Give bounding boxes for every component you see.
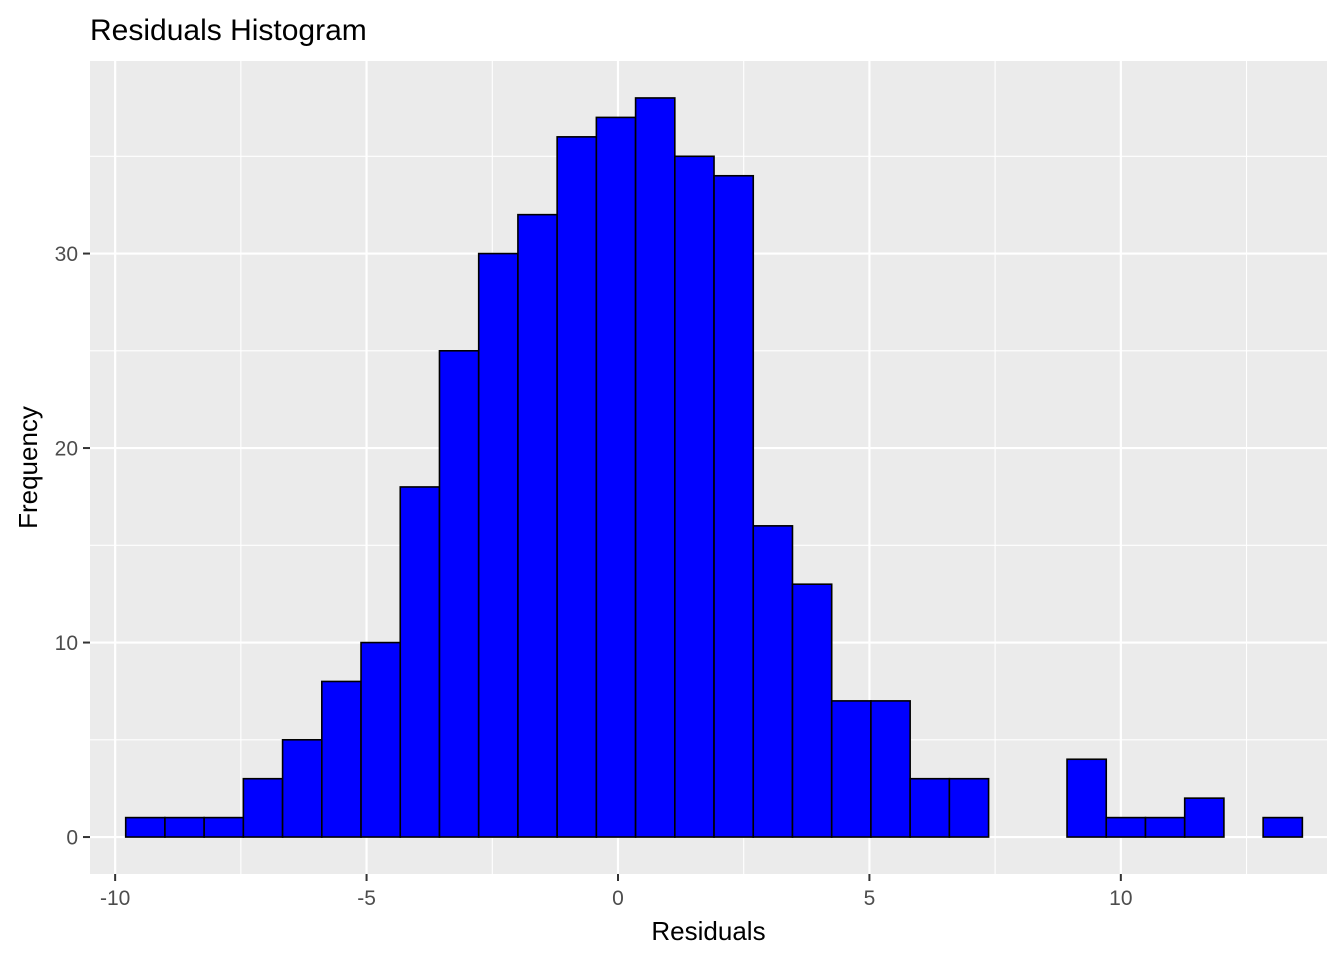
histogram-bar <box>164 816 205 838</box>
y-tick-label: 0 <box>66 827 78 850</box>
histogram-bar <box>438 350 480 838</box>
histogram-bar <box>203 816 245 838</box>
histogram-bar <box>674 155 715 838</box>
x-tick-label: 0 <box>612 887 624 910</box>
y-tick-label: 30 <box>55 243 78 266</box>
histogram-bar <box>1105 816 1147 838</box>
x-tick-label: 5 <box>864 887 876 910</box>
chart-title: Residuals Histogram <box>90 14 367 47</box>
histogram-bar <box>1183 797 1225 838</box>
x-axis-title: Residuals <box>651 916 765 946</box>
histogram-bar <box>791 583 833 838</box>
histogram-bar <box>242 777 284 838</box>
histogram-bar <box>830 700 872 838</box>
histogram-bar <box>1066 758 1108 838</box>
y-axis-title: Frequency <box>13 406 43 529</box>
histogram-bar <box>1144 816 1186 838</box>
x-tick-label: -10 <box>100 887 130 910</box>
histogram-bar <box>399 486 441 838</box>
histogram-bar <box>281 738 323 838</box>
histogram-bar <box>477 252 519 838</box>
y-tick-label: 10 <box>55 632 78 655</box>
histogram-bar <box>124 816 166 838</box>
x-axis: -10 -5 0 5 10 <box>100 874 1133 910</box>
y-tick-label: 20 <box>55 438 78 461</box>
histogram-bar <box>870 700 911 838</box>
histogram-bar <box>752 525 794 838</box>
histogram-bar <box>1262 816 1304 838</box>
histogram-bar <box>517 213 558 838</box>
histogram-bar <box>595 116 637 838</box>
histogram-bar <box>556 136 598 838</box>
y-axis: 0 10 20 30 <box>55 243 90 850</box>
x-tick-label: -5 <box>357 887 376 910</box>
histogram-bar <box>360 641 402 838</box>
histogram-bar <box>321 680 362 838</box>
x-tick-label: 10 <box>1109 887 1132 910</box>
histogram-bar <box>713 174 755 838</box>
histogram-bar <box>948 777 990 838</box>
histogram-bars <box>124 97 1304 838</box>
histogram-bar <box>909 777 951 838</box>
histogram-bar <box>634 97 676 838</box>
